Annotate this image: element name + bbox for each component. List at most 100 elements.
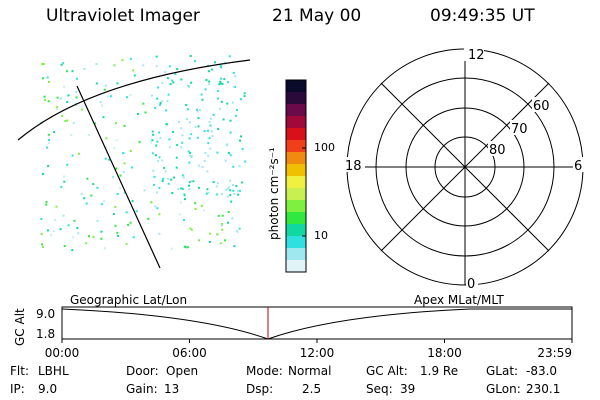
- colorbar-frame: [285, 79, 307, 273]
- emission-pixel: [62, 62, 65, 65]
- emission-pixel: [67, 94, 70, 97]
- emission-pixel: [83, 68, 86, 70]
- emission-pixel: [66, 101, 69, 103]
- glon-label: GLon:: [486, 382, 521, 396]
- emission-pixel: [171, 79, 174, 82]
- emission-pixel: [161, 159, 164, 162]
- emission-pixel: [219, 80, 222, 83]
- emission-pixel: [116, 82, 119, 85]
- emission-pixel: [109, 95, 112, 98]
- emission-pixel: [188, 121, 191, 124]
- emission-pixel: [81, 105, 84, 108]
- emission-pixel: [172, 81, 175, 84]
- emission-pixel: [45, 201, 48, 204]
- emission-pixel: [187, 85, 190, 88]
- emission-pixel: [86, 177, 89, 180]
- emission-pixel: [46, 76, 49, 79]
- emission-pixel: [177, 121, 180, 123]
- mlt-label-18: 18: [345, 159, 362, 174]
- emission-pixel: [52, 230, 55, 232]
- emission-pixel: [147, 217, 150, 220]
- emission-pixel: [180, 78, 183, 81]
- emission-pixel: [208, 240, 211, 243]
- emission-pixel: [169, 83, 172, 86]
- colorbar-unit-label: photon cm⁻²s⁻¹: [267, 147, 281, 240]
- emission-pixel: [209, 124, 212, 127]
- emission-pixel: [71, 249, 74, 252]
- lat-label-60: 60: [533, 99, 550, 114]
- emission-pixel: [229, 194, 232, 197]
- timeline-x-tick-label: 18:00: [427, 346, 462, 360]
- emission-pixel: [132, 236, 135, 239]
- emission-pixel: [207, 142, 210, 145]
- emission-pixel: [40, 218, 43, 220]
- emission-pixel: [204, 152, 207, 154]
- emission-pixel: [167, 93, 170, 96]
- emission-pixel: [217, 97, 219, 100]
- emission-pixel: [208, 80, 211, 83]
- emission-pixel: [241, 147, 244, 150]
- emission-pixel: [63, 175, 66, 178]
- emission-pixel: [42, 77, 44, 80]
- emission-pixel: [216, 151, 219, 154]
- emission-pixel: [75, 96, 78, 99]
- colorbar-cell: [286, 128, 306, 141]
- observation-time: 09:49:35 UT: [430, 6, 535, 26]
- lat-label-70: 70: [511, 122, 528, 137]
- emission-pixel: [50, 233, 53, 236]
- emission-pixel: [188, 181, 191, 184]
- emission-pixel: [99, 101, 102, 103]
- emission-pixel: [151, 94, 153, 97]
- emission-pixel: [182, 176, 185, 179]
- emission-pixel: [209, 147, 212, 150]
- seq-value: 39: [400, 382, 416, 396]
- emission-pixel: [188, 188, 191, 191]
- emission-pixel: [129, 221, 132, 224]
- timeline-y-axis-label: GC Alt: [13, 308, 27, 346]
- emission-pixel: [160, 100, 163, 103]
- emission-pixel: [175, 166, 178, 169]
- emission-pixel: [243, 92, 246, 95]
- emission-pixel: [103, 88, 106, 91]
- emission-pixel: [66, 163, 69, 166]
- emission-pixel: [123, 124, 126, 127]
- emission-pixel: [193, 60, 196, 63]
- emission-pixel: [45, 203, 48, 206]
- emission-pixel: [67, 224, 70, 227]
- emission-pixel: [123, 151, 126, 154]
- emission-pixel: [71, 154, 74, 157]
- timeline-x-ticks: 00:00 06:00 12:00 18:00 23:59: [45, 339, 573, 360]
- emission-pixel: [53, 219, 56, 221]
- emission-pixel: [168, 65, 171, 68]
- emission-pixel: [47, 100, 50, 103]
- emission-pixel: [104, 157, 107, 160]
- emission-pixel: [100, 230, 103, 233]
- timeline-y-tick-high: 9.0: [36, 307, 55, 321]
- emission-pixel: [48, 139, 51, 141]
- emission-pixel: [41, 243, 44, 246]
- emission-pixel: [207, 191, 210, 194]
- emission-pixel: [184, 198, 186, 201]
- emission-pixel: [189, 227, 192, 230]
- colorbar-cell: [286, 188, 306, 201]
- filter-label: Flt:: [10, 364, 29, 378]
- emission-pixel: [80, 108, 83, 111]
- emission-pixel: [52, 131, 55, 134]
- emission-pixel: [244, 160, 247, 163]
- mode-value: Normal: [288, 364, 332, 378]
- gain-label: Gain:: [126, 382, 158, 396]
- instrument-title: Ultraviolet Imager: [46, 6, 200, 26]
- emission-pixel: [190, 81, 193, 84]
- colorbar-cell: [286, 176, 306, 189]
- emission-pixel: [237, 193, 240, 196]
- emission-pixel: [113, 64, 116, 67]
- emission-pixel: [77, 232, 80, 235]
- emission-pixel: [41, 173, 44, 175]
- emission-pixel: [133, 74, 136, 77]
- emission-pixel: [188, 184, 190, 187]
- emission-pixel: [119, 187, 122, 190]
- emission-pixel: [226, 143, 229, 146]
- emission-pixel: [154, 154, 157, 157]
- emission-pixel: [177, 188, 180, 190]
- emission-pixel: [95, 82, 98, 85]
